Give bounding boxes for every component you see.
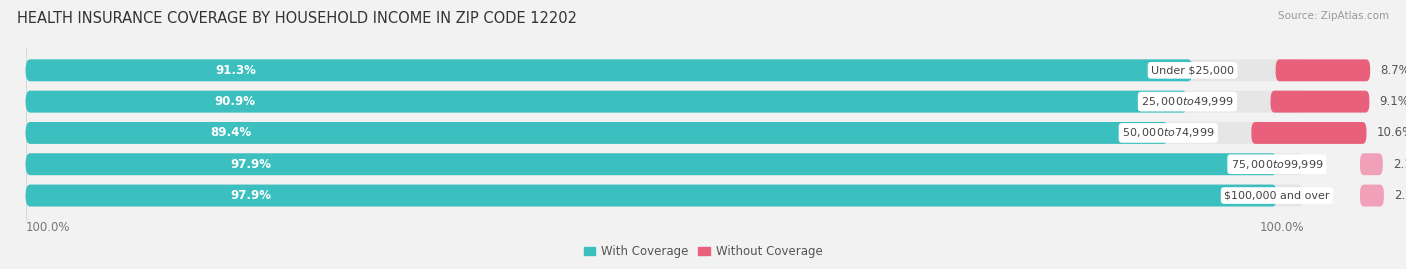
Text: $50,000 to $74,999: $50,000 to $74,999 — [1122, 126, 1215, 139]
FancyBboxPatch shape — [1271, 91, 1369, 113]
Text: 91.3%: 91.3% — [215, 64, 256, 77]
Text: 90.9%: 90.9% — [214, 95, 256, 108]
Text: Under $25,000: Under $25,000 — [1152, 65, 1234, 75]
Text: Source: ZipAtlas.com: Source: ZipAtlas.com — [1278, 11, 1389, 21]
Text: 100.0%: 100.0% — [1260, 221, 1303, 233]
Text: 2.2%: 2.2% — [1395, 189, 1406, 202]
FancyBboxPatch shape — [25, 122, 1303, 144]
FancyBboxPatch shape — [25, 59, 1303, 81]
Text: 2.1%: 2.1% — [1393, 158, 1406, 171]
Text: 9.1%: 9.1% — [1379, 95, 1406, 108]
FancyBboxPatch shape — [25, 122, 1168, 144]
FancyBboxPatch shape — [1360, 153, 1384, 175]
Text: $100,000 and over: $100,000 and over — [1225, 190, 1330, 200]
Text: 8.7%: 8.7% — [1381, 64, 1406, 77]
FancyBboxPatch shape — [1360, 185, 1384, 207]
Legend: With Coverage, Without Coverage: With Coverage, Without Coverage — [579, 240, 827, 263]
FancyBboxPatch shape — [1251, 122, 1367, 144]
FancyBboxPatch shape — [25, 185, 1303, 207]
Text: 97.9%: 97.9% — [231, 158, 271, 171]
Text: 97.9%: 97.9% — [231, 189, 271, 202]
FancyBboxPatch shape — [25, 153, 1303, 175]
Text: 10.6%: 10.6% — [1376, 126, 1406, 139]
Text: $25,000 to $49,999: $25,000 to $49,999 — [1142, 95, 1233, 108]
Text: HEALTH INSURANCE COVERAGE BY HOUSEHOLD INCOME IN ZIP CODE 12202: HEALTH INSURANCE COVERAGE BY HOUSEHOLD I… — [17, 11, 576, 26]
FancyBboxPatch shape — [25, 91, 1188, 113]
FancyBboxPatch shape — [25, 59, 1192, 81]
FancyBboxPatch shape — [25, 185, 1277, 207]
FancyBboxPatch shape — [25, 91, 1303, 113]
Text: 100.0%: 100.0% — [25, 221, 70, 233]
FancyBboxPatch shape — [1275, 59, 1369, 81]
Text: $75,000 to $99,999: $75,000 to $99,999 — [1230, 158, 1323, 171]
FancyBboxPatch shape — [25, 153, 1277, 175]
Text: 89.4%: 89.4% — [211, 126, 252, 139]
